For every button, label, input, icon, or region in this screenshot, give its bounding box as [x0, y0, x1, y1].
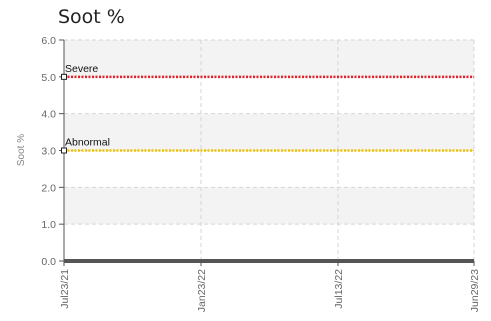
- x-tick-label: Jul13/22: [333, 269, 345, 309]
- x-tick-label: Jul23/21: [59, 269, 71, 309]
- y-tick-label: 3.0: [41, 146, 56, 158]
- y-tick-labels: 0.0 1.0 2.0 3.0 4.0 5.0 6.0: [41, 35, 56, 268]
- plot-bands: [64, 40, 474, 225]
- x-tick-label: Jan23/22: [196, 269, 208, 312]
- y-tick-label: 2.0: [41, 182, 56, 194]
- series-lines: Severe Abnormal: [61, 63, 474, 263]
- x-tick-label: Jun29/23: [469, 269, 481, 312]
- plot-band: [64, 113, 474, 151]
- y-tick-label: 0.0: [41, 256, 56, 268]
- plot-band: [64, 40, 474, 77]
- abnormal-threshold-label: Abnormal: [65, 137, 110, 149]
- plot-band: [64, 187, 474, 225]
- chart-title: Soot %: [58, 6, 125, 28]
- y-tick-label: 6.0: [41, 35, 56, 47]
- y-tick-label: 5.0: [41, 72, 56, 84]
- y-axis-label: Soot %: [16, 134, 27, 166]
- x-tick-labels: Jul23/21 Jan23/22 Jul13/22 Jun29/23: [59, 269, 481, 312]
- y-tick-label: 4.0: [41, 109, 56, 121]
- y-tick-label: 1.0: [41, 219, 56, 231]
- threshold-marker: [61, 147, 67, 154]
- threshold-marker: [61, 73, 67, 80]
- severe-threshold-label: Severe: [65, 63, 98, 75]
